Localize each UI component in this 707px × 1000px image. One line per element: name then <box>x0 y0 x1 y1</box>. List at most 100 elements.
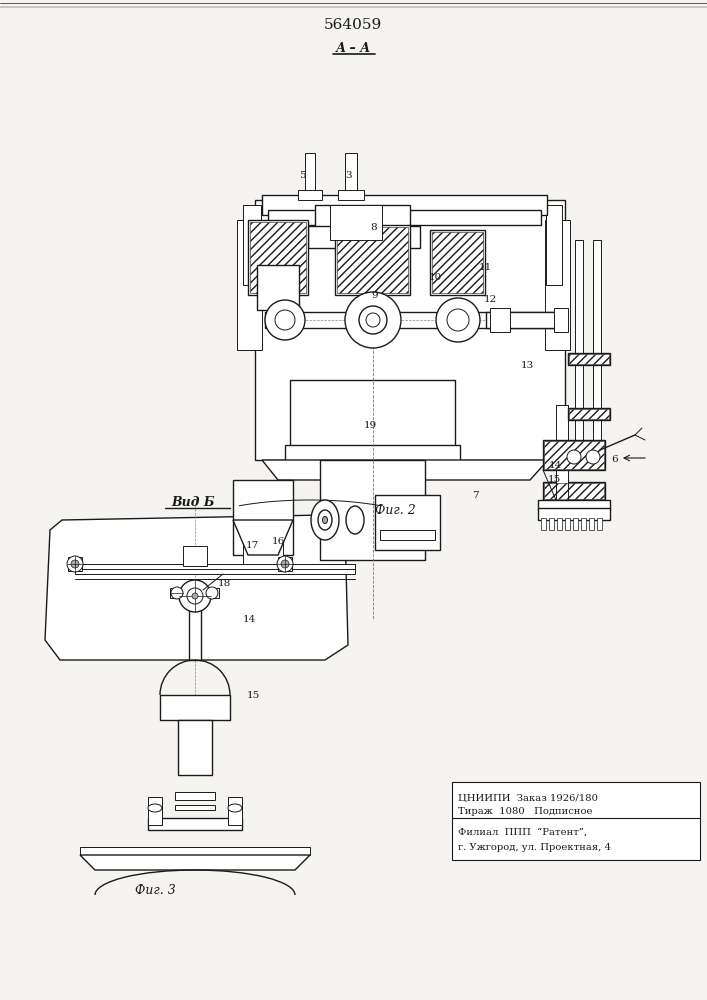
Circle shape <box>277 556 293 572</box>
Bar <box>170 588 184 598</box>
Text: 15: 15 <box>246 690 259 700</box>
Bar <box>255 200 565 460</box>
Ellipse shape <box>311 500 339 540</box>
Bar <box>568 353 610 365</box>
Bar <box>331 206 381 239</box>
Bar <box>544 483 604 499</box>
Bar <box>305 153 315 195</box>
Bar <box>546 205 562 285</box>
Polygon shape <box>45 515 348 660</box>
Bar <box>541 518 546 530</box>
Bar <box>278 557 292 571</box>
Bar <box>555 309 567 331</box>
Text: 9: 9 <box>372 290 378 300</box>
Circle shape <box>179 580 211 612</box>
Circle shape <box>567 450 581 464</box>
Bar <box>490 308 510 332</box>
Ellipse shape <box>322 516 327 524</box>
Bar <box>375 495 440 550</box>
Bar <box>80 847 310 855</box>
Bar <box>573 518 578 530</box>
Ellipse shape <box>228 804 242 812</box>
Bar <box>545 220 570 350</box>
Bar <box>248 220 308 295</box>
Circle shape <box>206 587 218 599</box>
Circle shape <box>265 300 305 340</box>
Text: 11: 11 <box>479 263 491 272</box>
Text: 18: 18 <box>217 578 230 587</box>
Text: Фиг. 3: Фиг. 3 <box>134 884 175 896</box>
Ellipse shape <box>346 506 364 534</box>
Text: 14: 14 <box>243 614 256 624</box>
Text: 6: 6 <box>612 456 619 464</box>
Bar <box>452 782 700 860</box>
Text: Филиал  ППП  “Pатент”,: Филиал ППП “Pатент”, <box>458 828 587 836</box>
Bar <box>228 797 242 825</box>
Bar <box>315 205 410 235</box>
Bar <box>568 408 610 420</box>
Bar <box>597 518 602 530</box>
Text: А – А: А – А <box>335 41 370 54</box>
Text: 8: 8 <box>370 224 378 232</box>
Bar <box>75 564 355 574</box>
Polygon shape <box>262 460 548 480</box>
Circle shape <box>345 292 401 348</box>
Bar <box>581 518 586 530</box>
Circle shape <box>275 310 295 330</box>
Bar <box>183 546 207 566</box>
Polygon shape <box>80 855 310 870</box>
Circle shape <box>366 313 380 327</box>
Bar <box>538 500 610 510</box>
Bar <box>265 312 560 328</box>
Text: 7: 7 <box>472 490 479 499</box>
Circle shape <box>586 450 600 464</box>
Bar <box>262 195 547 215</box>
Bar <box>554 308 568 332</box>
Text: 15: 15 <box>547 476 561 485</box>
Text: 17: 17 <box>245 540 259 550</box>
Bar <box>175 805 215 810</box>
Text: Тираж  1080   Подписное: Тираж 1080 Подписное <box>458 808 592 816</box>
Bar <box>549 518 554 530</box>
Bar <box>233 480 293 555</box>
Text: г. Ужгород, ул. Проектная, 4: г. Ужгород, ул. Проектная, 4 <box>458 844 611 852</box>
Bar <box>189 595 201 660</box>
Bar <box>335 225 410 295</box>
Circle shape <box>67 556 83 572</box>
Circle shape <box>187 588 203 604</box>
Bar <box>589 518 594 530</box>
Text: 10: 10 <box>428 273 442 282</box>
Ellipse shape <box>318 510 332 530</box>
Bar <box>285 445 460 465</box>
Bar <box>178 720 212 775</box>
Bar <box>430 230 485 295</box>
Text: 12: 12 <box>484 296 496 304</box>
Text: ЦНИИПИ  Заказ 1926/180: ЦНИИПИ Заказ 1926/180 <box>458 794 598 802</box>
Bar <box>486 312 556 328</box>
Bar <box>556 405 568 500</box>
Bar <box>569 354 609 364</box>
Text: 19: 19 <box>363 420 377 430</box>
Bar <box>148 797 162 825</box>
Bar <box>565 518 570 530</box>
Text: 14: 14 <box>549 460 561 470</box>
Bar <box>432 232 483 293</box>
Circle shape <box>192 593 198 599</box>
Text: Вид Б: Вид Б <box>171 495 215 508</box>
Bar <box>243 205 261 285</box>
Bar <box>338 190 364 200</box>
Circle shape <box>281 560 289 568</box>
Bar <box>290 380 455 460</box>
Text: 13: 13 <box>520 360 534 369</box>
Bar <box>258 266 298 309</box>
Bar <box>68 557 82 571</box>
Bar <box>148 818 242 830</box>
Bar <box>345 153 357 195</box>
Text: 5: 5 <box>298 170 305 180</box>
Bar <box>538 508 610 520</box>
Ellipse shape <box>148 804 162 812</box>
Bar <box>205 588 219 598</box>
Bar <box>575 240 583 440</box>
Text: Фиг. 2: Фиг. 2 <box>375 504 416 516</box>
Bar <box>308 226 420 248</box>
